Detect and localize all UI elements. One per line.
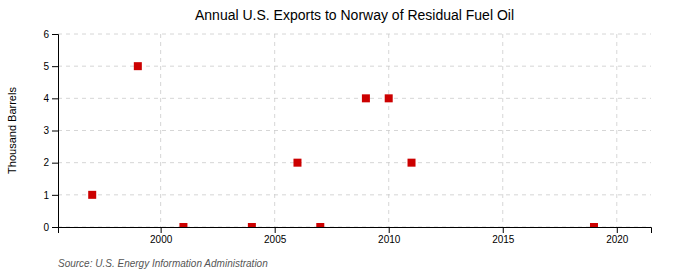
plot-area: 2000 2005 2010 2015 2020 0 1 2 3 4 5 6	[43, 29, 651, 245]
point	[408, 159, 416, 167]
x-tick-label: 2020	[606, 234, 629, 245]
x-tick: 2010	[378, 227, 401, 245]
point	[179, 223, 187, 227]
y-tick-label: 6	[43, 29, 49, 40]
y-axis-line	[52, 35, 59, 228]
y-tick-label: 4	[43, 93, 49, 104]
y-grid-line	[58, 194, 651, 195]
x-tick-mark	[161, 227, 162, 233]
x-tick-label: 2010	[378, 234, 401, 245]
y-tick-label: 5	[43, 61, 49, 72]
y-axis: 0 1 2 3 4 5 6	[43, 29, 58, 233]
y-tick-mark	[52, 195, 58, 196]
y-tick: 0	[43, 222, 58, 233]
y-tick-label: 0	[43, 222, 49, 233]
point	[590, 223, 598, 227]
y-grid-line	[58, 162, 651, 163]
x-tick: 2005	[264, 227, 287, 245]
point	[293, 159, 301, 167]
y-tick: 6	[43, 29, 58, 40]
y-tick-label: 2	[43, 157, 49, 168]
y-axis-label: Thousand Barrels	[6, 87, 18, 174]
y-grid-line	[58, 34, 651, 35]
y-tick: 2	[43, 157, 58, 168]
y-tick: 5	[43, 61, 58, 72]
x-axis-line	[59, 228, 652, 234]
point	[248, 223, 256, 227]
point	[134, 62, 142, 70]
y-tick: 1	[43, 190, 58, 201]
grid	[58, 34, 651, 227]
points	[88, 62, 598, 227]
x-grid-line	[616, 34, 617, 227]
x-tick: 2020	[606, 227, 629, 245]
y-grid-line	[58, 98, 651, 99]
y-tick: 4	[43, 93, 58, 104]
annotation: Source: U.S. Energy Information Administ…	[58, 258, 268, 269]
x-tick-mark	[617, 227, 618, 233]
y-tick-label: 3	[43, 125, 49, 136]
y-grid-line	[58, 130, 651, 131]
x-grid-line	[502, 34, 503, 227]
x-tick-mark	[389, 227, 390, 233]
chart: 2000 2005 2010 2015 2020 0 1 2 3 4 5 6 Annual U.S. E…	[0, 0, 675, 275]
x-tick-mark	[275, 227, 276, 233]
y-tick-mark	[52, 227, 58, 228]
y-tick-mark	[52, 131, 58, 132]
x-tick-label: 2000	[150, 234, 173, 245]
x-tick-label: 2005	[264, 234, 287, 245]
y-grid-line	[58, 66, 651, 67]
title: Annual U.S. Exports to Norway of Residua…	[195, 7, 514, 23]
y-tick-mark	[52, 163, 58, 164]
x-tick-mark	[503, 227, 504, 233]
y-tick-mark	[52, 66, 58, 67]
y-tick-mark	[52, 34, 58, 35]
point	[362, 94, 370, 102]
y-tick: 3	[43, 125, 58, 136]
x-grid-line	[160, 34, 161, 227]
y-tick-mark	[52, 98, 58, 99]
y-tick-label: 1	[43, 190, 49, 201]
x-tick: 2015	[492, 227, 515, 245]
x-tick-label: 2015	[492, 234, 515, 245]
point	[385, 94, 393, 102]
x-axis: 2000 2005 2010 2015 2020	[59, 227, 652, 245]
point	[88, 191, 96, 199]
x-tick: 2000	[150, 227, 173, 245]
point	[316, 223, 324, 227]
